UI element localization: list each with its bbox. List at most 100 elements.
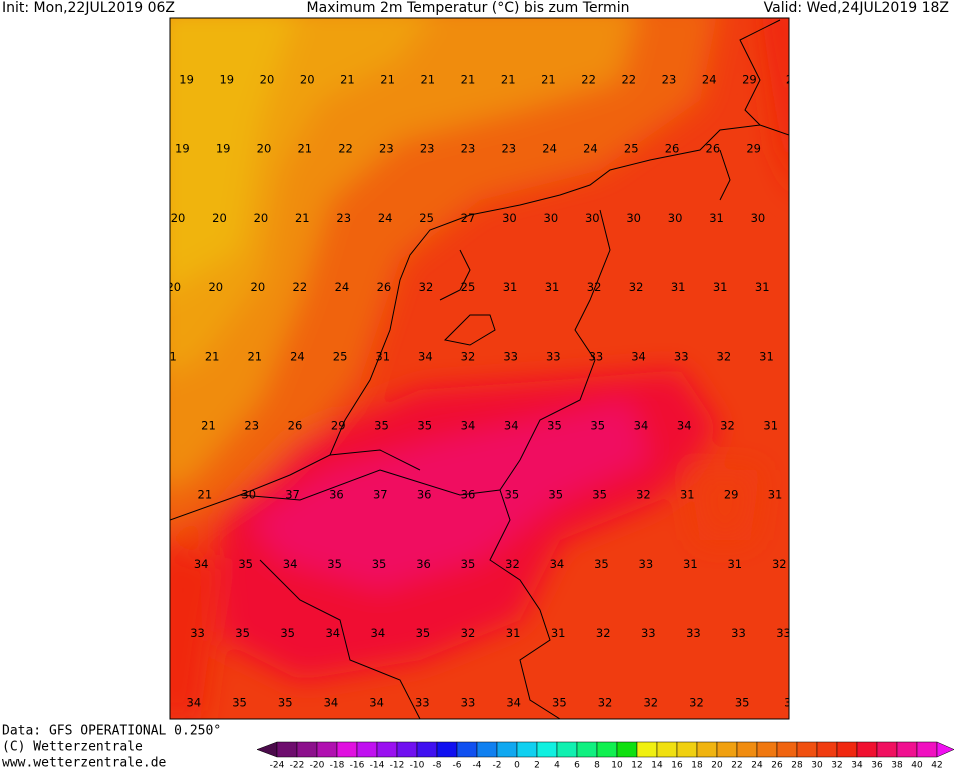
colorbar-box bbox=[476, 741, 498, 758]
temperature-label: 29 bbox=[331, 419, 346, 433]
colorbar-tick-label: 36 bbox=[871, 761, 883, 770]
temperature-label: 31 bbox=[768, 488, 783, 502]
colorbar-tick-label: 20 bbox=[711, 761, 723, 770]
website: www.wetterzentrale.de bbox=[2, 756, 167, 770]
colorbar-tick-label: -18 bbox=[330, 761, 345, 770]
colorbar-tick-label: -20 bbox=[310, 761, 325, 770]
temperature-label: 29 bbox=[724, 488, 739, 502]
temperature-label: 21 bbox=[295, 211, 310, 225]
temperature-label: 35 bbox=[548, 488, 563, 502]
temperature-label: 19 bbox=[175, 142, 190, 156]
temperature-label: 34 bbox=[418, 349, 433, 363]
colorbar-tick-label: 4 bbox=[554, 761, 560, 770]
temperature-label: 21 bbox=[420, 73, 435, 87]
temperature-label: 32 bbox=[717, 349, 732, 363]
temperature-label: 36 bbox=[416, 557, 431, 571]
temperature-label: 31 bbox=[680, 488, 695, 502]
temperature-label: 23 bbox=[420, 142, 435, 156]
temperature-label: 22 bbox=[581, 73, 596, 87]
temperature-label: 32 bbox=[720, 419, 735, 433]
temperature-label: 31 bbox=[763, 419, 778, 433]
temperature-label: 21 bbox=[162, 349, 177, 363]
temperature-label: 33 bbox=[190, 626, 205, 640]
colorbar-tick-label: 22 bbox=[731, 761, 742, 770]
colorbar-box bbox=[656, 741, 678, 758]
temperature-label: 34 bbox=[187, 695, 202, 709]
temperature-label: 30 bbox=[585, 211, 600, 225]
temperature-label: 22 bbox=[338, 142, 353, 156]
temperature-label: 21 bbox=[501, 73, 516, 87]
temperature-label: 24 bbox=[702, 73, 717, 87]
temperature-label: 24 bbox=[583, 142, 598, 156]
colorbar-box bbox=[616, 741, 638, 758]
border bbox=[239, 249, 501, 719]
colorbar-tick-label: -4 bbox=[473, 761, 482, 770]
map-title: Maximum 2m Temperatur (°C) bis zum Termi… bbox=[307, 0, 630, 16]
temperature-label: 33 bbox=[461, 695, 476, 709]
temperature-label: 31 bbox=[503, 280, 518, 294]
temperature-label: 34 bbox=[504, 419, 519, 433]
colorbar-tick-label: 6 bbox=[574, 761, 580, 770]
temperature-label: 33 bbox=[589, 349, 604, 363]
map: 19 19 20 20 21 21 21 21 21 21 22 22 23 24 29 2 19 19 20 21 2… bbox=[162, 18, 791, 719]
colorbar-box bbox=[276, 741, 298, 758]
colorbar-box bbox=[916, 741, 938, 758]
temperature-label: 35 bbox=[417, 419, 432, 433]
colorbar-tick-label: 28 bbox=[791, 761, 803, 770]
colorbar-box bbox=[396, 741, 418, 758]
temperature-label: 35 bbox=[238, 557, 253, 571]
init-time: Init: Mon,22JUL2019 06Z bbox=[2, 0, 175, 16]
colorbar-tick-label: 10 bbox=[611, 761, 623, 770]
colorbar-box bbox=[316, 741, 338, 758]
colorbar-box bbox=[696, 741, 718, 758]
temperature-label: 23 bbox=[244, 419, 259, 433]
temperature-label: 21 bbox=[541, 73, 556, 87]
colorbar-box bbox=[896, 741, 918, 758]
temperature-label: 23 bbox=[662, 73, 677, 87]
temperature-label: 20 bbox=[208, 280, 223, 294]
colorbar-box bbox=[576, 741, 598, 758]
temperature-label: 31 bbox=[709, 211, 724, 225]
temperature-label: 34 bbox=[506, 695, 521, 709]
temperature-label: 33 bbox=[639, 557, 654, 571]
colorbar-box bbox=[496, 741, 518, 758]
temperature-label: 33 bbox=[546, 349, 561, 363]
temperature-label: 35 bbox=[327, 557, 342, 571]
temperature-label: 35 bbox=[592, 488, 607, 502]
temperature-label: 21 bbox=[205, 349, 220, 363]
colorbar-tick-label: 26 bbox=[771, 761, 783, 770]
colorbar-tick-label: 32 bbox=[831, 761, 842, 770]
copyright: (C) Wetterzentrale bbox=[2, 740, 143, 755]
colorbar-tick-label: -10 bbox=[410, 761, 425, 770]
colorbar-tick-label: 30 bbox=[811, 761, 823, 770]
temperature-label: 34 bbox=[371, 626, 386, 640]
temperature-label: 34 bbox=[283, 557, 298, 571]
colorbar-tick-label: -14 bbox=[370, 761, 385, 770]
temperature-label: 30 bbox=[502, 211, 517, 225]
temperature-label: 23 bbox=[461, 142, 476, 156]
temperature-label: 29 bbox=[742, 73, 757, 87]
temperature-label: 26 bbox=[288, 419, 303, 433]
temperature-label: 32 bbox=[587, 280, 602, 294]
colorbar-tick-label: 16 bbox=[671, 761, 683, 770]
temperature-label: 35 bbox=[278, 695, 293, 709]
colorbar-tick-label: 12 bbox=[631, 761, 642, 770]
temperature-label: 20 bbox=[251, 280, 266, 294]
temperature-label: 30 bbox=[544, 211, 559, 225]
colorbar-tick-label: 38 bbox=[891, 761, 903, 770]
temperature-label: 32 bbox=[419, 280, 434, 294]
coastline bbox=[719, 19, 781, 201]
temperature-label: 35 bbox=[374, 419, 389, 433]
temperature-label: 20 bbox=[300, 73, 315, 87]
temperature-label: 33 bbox=[674, 349, 689, 363]
temperature-label: 3 bbox=[784, 695, 791, 709]
colorbar-tick-label: 24 bbox=[751, 761, 763, 770]
map-frame bbox=[169, 17, 790, 720]
colorbar-box bbox=[416, 741, 438, 758]
temperature-label: 20 bbox=[212, 211, 227, 225]
colorbar-box bbox=[536, 741, 558, 758]
temperature-label: 21 bbox=[340, 73, 355, 87]
colorbar-box bbox=[516, 741, 538, 758]
temperature-label: 33 bbox=[731, 626, 746, 640]
temperature-label: 34 bbox=[677, 419, 692, 433]
